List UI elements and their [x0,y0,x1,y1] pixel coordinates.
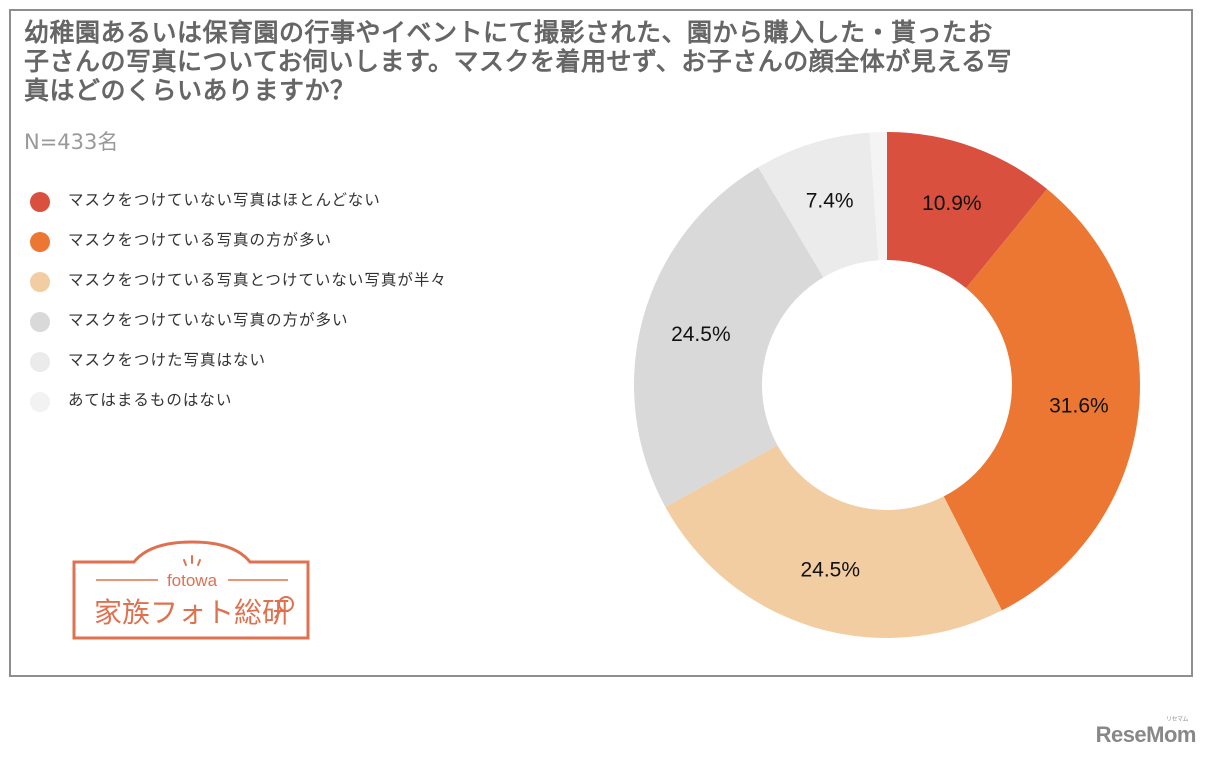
donut-slice [869,132,887,261]
watermark-text: ReseMom [1095,722,1197,747]
legend-label: マスクをつけている写真の方が多い [68,231,333,249]
slice-value-label: 24.5% [671,323,731,346]
legend-label: マスクをつけた写真はない [68,351,267,369]
legend-label: マスクをつけている写真とつけていない写真が半々 [68,271,447,289]
slice-value-label: 7.4% [806,190,854,213]
legend-swatch-icon [30,232,50,252]
legend-swatch-icon [30,272,50,292]
logo-name: 家族フォト総研 [94,596,290,629]
legend-item: マスクをつけている写真の方が多い [30,226,450,252]
legend-swatch-icon [30,352,50,372]
legend-item: マスクをつけていない写真はほとんどない [30,186,450,212]
logo-brand: fotowa [167,571,218,590]
chart-title: 幼稚園あるいは保育園の行事やイベントにて撮影された、園から購入した・貰ったお 子… [24,18,1164,105]
donut-slices [634,132,1140,638]
slice-value-label: 24.5% [800,558,860,581]
legend-label: あてはまるものはない [68,391,233,409]
legend-label: マスクをつけていない写真の方が多い [68,311,349,329]
slice-value-label: 31.6% [1049,395,1109,418]
resemom-watermark: ReseMom リセマム [1095,717,1197,748]
sparkle-icon [183,555,201,566]
legend: マスクをつけていない写真はほとんどない マスクをつけている写真の方が多い マスク… [30,186,450,426]
donut-labels: 10.9% 31.6% 24.5% 24.5% 7.4% [671,190,1109,582]
legend-item: あてはまるものはない [30,386,450,412]
legend-swatch-icon [30,312,50,332]
legend-swatch-icon [30,392,50,412]
slice-value-label: 10.9% [922,192,982,215]
legend-item: マスクをつけた写真はない [30,346,450,372]
title-line-3: 真はどのくらいありますか？ [24,76,356,105]
title-line-2: 子さんの写真についてお伺いします。マスクを着用せず、お子さんの顔全体が見える写 [24,47,1013,76]
donut-slice [887,132,1048,289]
donut-slice [943,189,1140,611]
donut-slice [634,167,824,507]
donut-chart: 10.9% 31.6% 24.5% 24.5% 7.4% [634,132,1140,638]
donut-slice [758,132,879,278]
legend-item: マスクをつけていない写真の方が多い [30,306,450,332]
watermark-sub: リセマム [1165,717,1189,723]
legend-swatch-icon [30,192,50,212]
title-line-1: 幼稚園あるいは保育園の行事やイベントにて撮影された、園から購入した・貰ったお [24,18,994,47]
magnifier-icon [274,596,294,619]
fotowa-logo: fotowa 家族フォト総研 [72,540,310,640]
legend-item: マスクをつけている写真とつけていない写真が半々 [30,266,450,292]
donut-slice [665,445,1002,638]
sample-size: N=433名 [24,130,119,154]
legend-label: マスクをつけていない写真はほとんどない [68,191,381,209]
